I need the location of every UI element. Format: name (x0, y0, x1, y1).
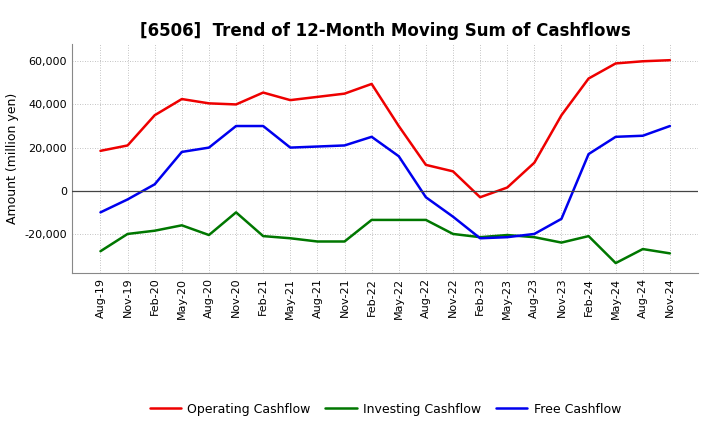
Line: Free Cashflow: Free Cashflow (101, 126, 670, 238)
Operating Cashflow (123, 143, 132, 148)
Operating Cashflow (367, 81, 376, 87)
Operating Cashflow (341, 91, 349, 96)
Operating Cashflow (611, 61, 620, 66)
Investing Cashflow (259, 234, 268, 239)
Investing Cashflow (476, 235, 485, 240)
Operating Cashflow (449, 169, 457, 174)
Free Cashflow (557, 216, 566, 221)
Investing Cashflow (313, 239, 322, 244)
Free Cashflow (313, 144, 322, 149)
Free Cashflow (232, 123, 240, 128)
Investing Cashflow (204, 232, 213, 238)
Investing Cashflow (665, 251, 674, 256)
Operating Cashflow (584, 76, 593, 81)
Investing Cashflow (449, 231, 457, 237)
Operating Cashflow (476, 194, 485, 200)
Investing Cashflow (639, 246, 647, 252)
Title: [6506]  Trend of 12-Month Moving Sum of Cashflows: [6506] Trend of 12-Month Moving Sum of C… (140, 22, 631, 40)
Free Cashflow (639, 133, 647, 138)
Line: Investing Cashflow: Investing Cashflow (101, 213, 670, 263)
Free Cashflow (476, 236, 485, 241)
Free Cashflow (286, 145, 294, 150)
Investing Cashflow (584, 234, 593, 239)
Investing Cashflow (150, 228, 159, 233)
Operating Cashflow (557, 113, 566, 118)
Free Cashflow (395, 154, 403, 159)
Free Cashflow (123, 197, 132, 202)
Free Cashflow (665, 123, 674, 128)
Investing Cashflow (286, 236, 294, 241)
Operating Cashflow (259, 90, 268, 95)
Investing Cashflow (557, 240, 566, 245)
Free Cashflow (150, 182, 159, 187)
Legend: Operating Cashflow, Investing Cashflow, Free Cashflow: Operating Cashflow, Investing Cashflow, … (145, 398, 626, 421)
Line: Operating Cashflow: Operating Cashflow (101, 60, 670, 197)
Operating Cashflow (530, 160, 539, 165)
Y-axis label: Amount (million yen): Amount (million yen) (6, 93, 19, 224)
Investing Cashflow (395, 217, 403, 223)
Free Cashflow (503, 235, 511, 240)
Operating Cashflow (232, 102, 240, 107)
Investing Cashflow (96, 249, 105, 254)
Free Cashflow (611, 134, 620, 139)
Operating Cashflow (96, 148, 105, 154)
Operating Cashflow (503, 185, 511, 190)
Operating Cashflow (421, 162, 430, 168)
Operating Cashflow (150, 113, 159, 118)
Free Cashflow (178, 149, 186, 154)
Investing Cashflow (421, 217, 430, 223)
Operating Cashflow (178, 96, 186, 102)
Investing Cashflow (178, 223, 186, 228)
Investing Cashflow (341, 239, 349, 244)
Investing Cashflow (530, 235, 539, 240)
Free Cashflow (530, 231, 539, 237)
Free Cashflow (367, 134, 376, 139)
Operating Cashflow (204, 101, 213, 106)
Operating Cashflow (286, 98, 294, 103)
Free Cashflow (584, 151, 593, 157)
Operating Cashflow (639, 59, 647, 64)
Free Cashflow (259, 123, 268, 128)
Investing Cashflow (123, 231, 132, 237)
Free Cashflow (341, 143, 349, 148)
Operating Cashflow (395, 123, 403, 128)
Investing Cashflow (503, 232, 511, 238)
Free Cashflow (449, 214, 457, 219)
Investing Cashflow (611, 260, 620, 266)
Operating Cashflow (665, 58, 674, 63)
Free Cashflow (421, 194, 430, 200)
Free Cashflow (96, 210, 105, 215)
Operating Cashflow (313, 94, 322, 99)
Free Cashflow (204, 145, 213, 150)
Investing Cashflow (232, 210, 240, 215)
Investing Cashflow (367, 217, 376, 223)
